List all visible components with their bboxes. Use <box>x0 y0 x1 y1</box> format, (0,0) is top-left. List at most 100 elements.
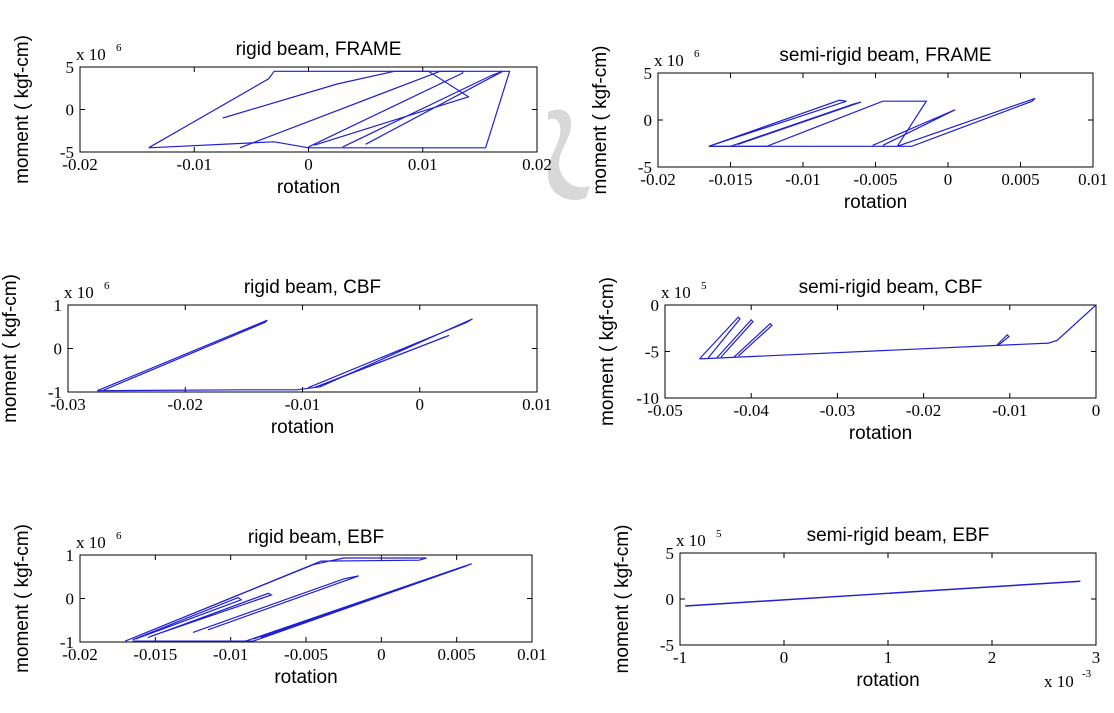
y-tick-label: -1 <box>48 383 62 402</box>
x-tick-label: -0.02 <box>640 170 675 189</box>
y-axis-label: moment ( kgf-cm) <box>612 525 633 674</box>
chart-panel-5: -0.02 -0.015 -0.01 -0.005 0 0.005 0.01 1 0 -1 x 10… <box>12 524 547 688</box>
series-line-1 <box>699 304 1096 360</box>
y-axis-label: moment ( kgf-cm) <box>12 524 33 673</box>
x-tick-label: 1 <box>884 648 893 667</box>
y-tick-label: 0 <box>666 590 675 609</box>
chart-title: semi-rigid beam, EBF <box>807 525 990 546</box>
x-axis-label: rotation <box>271 417 334 438</box>
series-line-5 <box>132 563 472 642</box>
x-tick-label: 0 <box>377 645 386 664</box>
y-tick-label: 5 <box>644 64 653 83</box>
y-multiplier-exponent: 5 <box>716 528 722 540</box>
chart-panel-4: -0.05 -0.04 -0.03 -0.02 -0.01 0 0 -5 -10 x 10 5 sem… <box>597 277 1100 444</box>
x-tick-label: -0.03 <box>820 401 855 420</box>
series-line-3 <box>313 334 450 389</box>
x-tick-label: -0.01 <box>285 395 320 414</box>
y-axis-label: moment ( kgf-cm) <box>597 277 618 426</box>
x-tick-label: 0 <box>304 155 313 174</box>
y-tick-label: 5 <box>66 58 75 77</box>
chart-title: rigid beam, CBF <box>244 277 381 298</box>
y-multiplier-exponent: 5 <box>701 280 707 292</box>
plot-frame <box>67 304 538 393</box>
chart-panel-1: -0.02 -0.01 0 0.01 0.02 5 0 -5 x 10 6 rigid beam, … <box>12 35 552 198</box>
series-line-1 <box>685 580 1081 607</box>
series-line-4 <box>872 109 956 146</box>
chart-panel-2: -0.02 -0.015 -0.01 -0.005 0 0.005 0.01 5 0 -5 x 10… <box>590 45 1108 213</box>
series-line-4 <box>342 70 503 148</box>
x-tick-label: -0.01 <box>785 170 820 189</box>
x-tick-label: 0 <box>780 648 789 667</box>
y-tick-label: 0 <box>644 111 653 130</box>
y-tick-label: 1 <box>66 546 75 565</box>
series-line-5 <box>996 333 1010 346</box>
y-multiplier-label: x 10 <box>64 283 94 302</box>
y-multiplier-exponent: 6 <box>104 280 110 292</box>
y-tick-label: -10 <box>636 389 659 408</box>
series-line-3 <box>730 101 862 147</box>
y-tick-label: -5 <box>638 158 652 177</box>
x-tick-label: 0.01 <box>522 395 552 414</box>
y-tick-label: -5 <box>645 343 659 362</box>
y-tick-label: -5 <box>60 143 74 162</box>
y-tick-label: 0 <box>66 590 75 609</box>
x-tick-label: 0 <box>416 395 425 414</box>
plot-frame <box>657 72 1094 168</box>
y-tick-label: 5 <box>666 544 675 563</box>
x-tick-label: 0 <box>944 170 953 189</box>
x-tick-label: -0.04 <box>733 401 769 420</box>
chart-title: rigid beam, FRAME <box>236 39 402 60</box>
x-tick-label: -0.015 <box>709 170 753 189</box>
x-axis-label: rotation <box>849 423 912 444</box>
x-tick-label: -0.005 <box>284 645 328 664</box>
plot-frame <box>664 304 1097 399</box>
series-line-2 <box>97 318 473 392</box>
series-line-3 <box>716 319 754 359</box>
x-tick-label: 0.02 <box>522 155 552 174</box>
x-tick-label: -0.02 <box>906 401 941 420</box>
series-line-2 <box>147 592 273 639</box>
x-tick-label: 0.005 <box>438 645 476 664</box>
y-axis-label: moment ( kgf-cm) <box>12 35 33 184</box>
x-tick-label: -0.01 <box>213 645 248 664</box>
y-axis-label: moment ( kgf-cm) <box>590 46 611 195</box>
y-multiplier-exponent: 6 <box>694 48 700 60</box>
chart-panel-3: -0.03 -0.02 -0.01 0 0.01 1 0 -1 x 10 6 rigid beam,… <box>0 274 552 438</box>
y-multiplier-label: x 10 <box>661 283 691 302</box>
x-axis-label: rotation <box>844 192 907 213</box>
x-axis-label: rotation <box>274 667 337 688</box>
x-tick-label: 2 <box>988 648 997 667</box>
chart-title: semi-rigid beam, FRAME <box>779 45 991 66</box>
x-tick-label: -0.005 <box>854 170 898 189</box>
x-tick-label: 0.01 <box>408 155 438 174</box>
x-tick-label: -0.02 <box>62 155 97 174</box>
y-multiplier-exponent: 6 <box>116 42 122 54</box>
series-line-6 <box>253 565 465 640</box>
y-tick-label: 0 <box>54 340 63 359</box>
x-axis-label: rotation <box>277 177 340 198</box>
x-tick-label: 0.01 <box>1078 170 1108 189</box>
series-line-3 <box>222 70 470 146</box>
series-line-3 <box>132 596 243 641</box>
y-tick-label: 1 <box>54 296 63 315</box>
y-multiplier-label: x 10 <box>676 531 706 550</box>
chart-title: rigid beam, EBF <box>248 527 384 548</box>
series-line-4 <box>192 575 359 633</box>
plot-frame <box>79 66 538 153</box>
x-tick-label: -0.02 <box>168 395 203 414</box>
x-tick-label: -0.01 <box>177 155 212 174</box>
x-multiplier-exponent: -3 <box>1082 668 1092 680</box>
x-tick-label: 0.005 <box>1001 170 1039 189</box>
x-multiplier-label: x 10 <box>1044 672 1074 691</box>
x-tick-label: -0.02 <box>62 645 97 664</box>
x-tick-label: 3 <box>1092 648 1101 667</box>
x-tick-label: 0.01 <box>517 645 547 664</box>
series-line-1 <box>97 319 268 392</box>
x-tick-label: -0.015 <box>133 645 177 664</box>
series-line-4 <box>733 322 773 358</box>
series-line-2 <box>708 97 1036 147</box>
x-tick-label: 0 <box>1092 401 1101 420</box>
y-multiplier-label: x 10 <box>654 51 684 70</box>
